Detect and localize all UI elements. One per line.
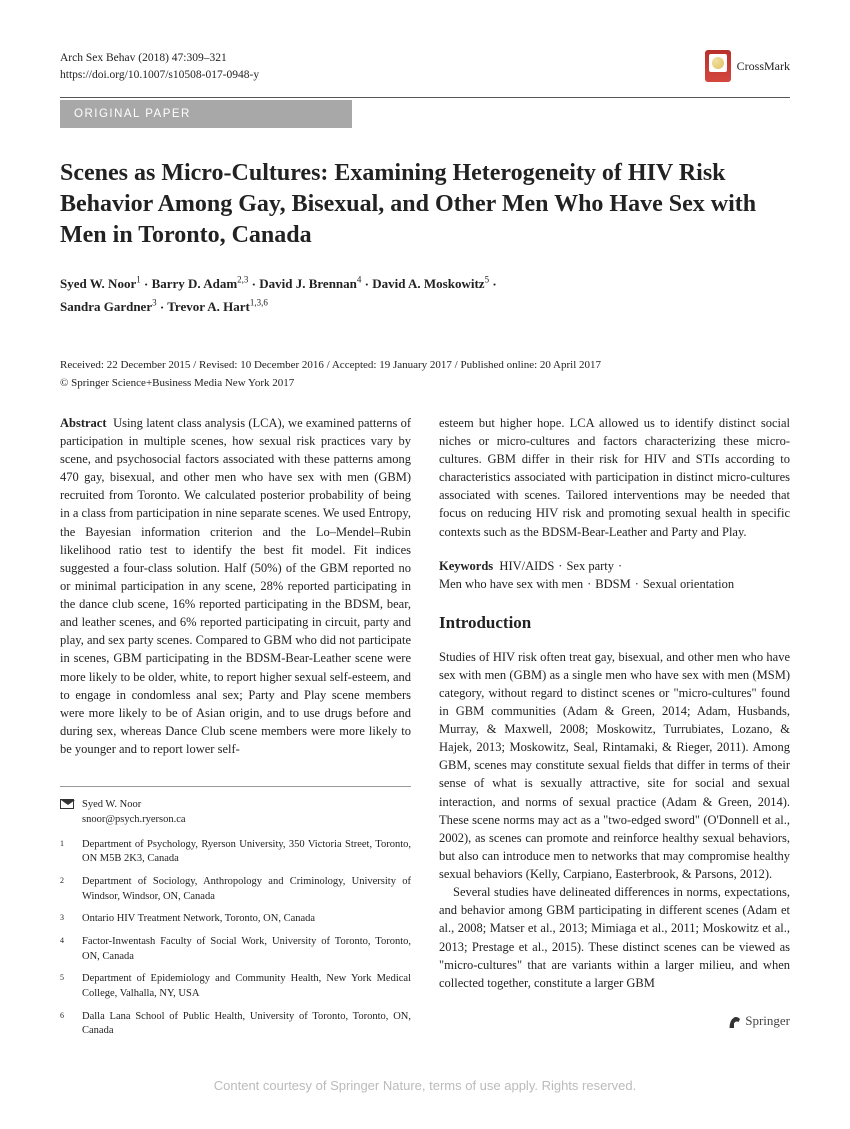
affiliation-item: 5Department of Epidemiology and Communit… (60, 972, 411, 1001)
intro-paragraph-1: Studies of HIV risk often treat gay, bis… (439, 648, 790, 884)
author: Sandra Gardner3 (60, 299, 157, 314)
intro-paragraph-2: Several studies have delineated differen… (439, 883, 790, 992)
author: Syed W. Noor1 (60, 276, 141, 291)
springer-horse-icon (725, 1013, 743, 1031)
affiliation-item: 1Department of Psychology, Ryerson Unive… (60, 838, 411, 867)
page-header: Arch Sex Behav (2018) 47:309–321 https:/… (60, 50, 790, 85)
journal-citation: Arch Sex Behav (2018) 47:309–321 (60, 50, 259, 67)
author: Barry D. Adam2,3 (152, 276, 249, 291)
abstract-label: Abstract (60, 416, 107, 430)
abstract-text-left: Using latent class analysis (LCA), we ex… (60, 416, 411, 756)
copyright-line: © Springer Science+Business Media New Yo… (60, 376, 790, 391)
publisher-logo: Springer (439, 1012, 790, 1031)
journal-info: Arch Sex Behav (2018) 47:309–321 https:/… (60, 50, 259, 85)
affiliation-item: 3Ontario HIV Treatment Network, Toronto,… (60, 912, 411, 927)
doi-link[interactable]: https://doi.org/10.1007/s10508-017-0948-… (60, 67, 259, 84)
mail-icon (60, 799, 74, 809)
body-columns: Abstract Using latent class analysis (LC… (60, 414, 790, 1047)
abstract-paragraph: Abstract Using latent class analysis (LC… (60, 414, 411, 758)
affiliation-item: 4Factor-Inwentash Faculty of Social Work… (60, 935, 411, 964)
corr-name: Syed W. Noor (82, 797, 186, 812)
corresponding-author: Syed W. Noor snoor@psych.ryerson.ca (60, 797, 411, 827)
keyword: Men who have sex with men (439, 577, 583, 591)
article-title: Scenes as Micro-Cultures: Examining Hete… (60, 158, 790, 252)
article-category: ORIGINAL PAPER (60, 100, 352, 128)
author: David A. Moskowitz5 (372, 276, 489, 291)
corr-email[interactable]: snoor@psych.ryerson.ca (82, 812, 186, 827)
author: Trevor A. Hart1,3,6 (167, 299, 268, 314)
abstract-text-right: esteem but higher hope. LCA allowed us t… (439, 414, 790, 541)
keyword: HIV/AIDS (499, 559, 554, 573)
affiliations-block: Syed W. Noor snoor@psych.ryerson.ca 1Dep… (60, 786, 411, 1039)
left-column: Abstract Using latent class analysis (LC… (60, 414, 411, 1047)
affiliation-item: 6Dalla Lana School of Public Health, Uni… (60, 1010, 411, 1039)
keywords-block: Keywords HIV/AIDS·Sex party·Men who have… (439, 557, 790, 593)
watermark-text: Content courtesy of Springer Nature, ter… (60, 1077, 790, 1095)
article-dates: Received: 22 December 2015 / Revised: 10… (60, 358, 790, 373)
crossmark-badge[interactable]: CrossMark (705, 50, 790, 82)
author-list: Syed W. Noor1 · Barry D. Adam2,3 · David… (60, 273, 790, 318)
right-column: esteem but higher hope. LCA allowed us t… (439, 414, 790, 1047)
crossmark-label: CrossMark (737, 58, 790, 75)
keyword: BDSM (595, 577, 630, 591)
affiliation-item: 2Department of Sociology, Anthropology a… (60, 875, 411, 904)
header-rule (60, 97, 790, 98)
intro-heading: Introduction (439, 611, 790, 636)
publisher-name: Springer (745, 1013, 790, 1028)
crossmark-icon (705, 50, 731, 82)
keyword: Sex party (566, 559, 614, 573)
keywords-label: Keywords (439, 559, 493, 573)
author: David J. Brennan4 (259, 276, 361, 291)
keyword: Sexual orientation (643, 577, 734, 591)
